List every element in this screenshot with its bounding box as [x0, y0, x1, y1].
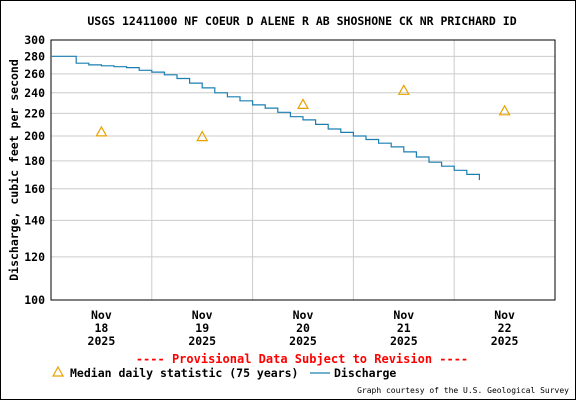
median-point-1 [196, 130, 209, 142]
x-tick-year-0: 2025 [88, 334, 116, 348]
y-tick-label-220: 220 [24, 106, 45, 120]
median-point-0 [95, 125, 108, 137]
grid-lines [51, 40, 555, 300]
x-axis-ticks: Nov182025Nov192025Nov202025Nov212025Nov2… [88, 308, 519, 348]
series-layer [51, 55, 511, 181]
y-tick-label-180: 180 [24, 154, 45, 168]
plot-area-border [50, 39, 556, 301]
x-tick-year-2: 2025 [289, 334, 317, 348]
median-point-4 [498, 104, 511, 116]
median-point-2 [296, 98, 310, 110]
x-tick-year-1: 2025 [188, 334, 216, 348]
x-tick-day-2: 20 [296, 321, 310, 335]
y-tick-label-300: 300 [24, 33, 45, 47]
y-tick-label-260: 260 [24, 67, 45, 81]
y-tick-label-140: 140 [24, 213, 45, 227]
x-tick-day-0: 18 [94, 321, 108, 335]
y-axis-label: Discharge, cubic feet per second [7, 59, 21, 281]
x-tick-month-4: Nov [494, 308, 515, 322]
y-tick-label-200: 200 [24, 129, 45, 143]
y-tick-label-240: 240 [24, 86, 45, 100]
discharge-line [51, 55, 480, 181]
y-axis-ticks: 100 120 140 160 180 200 220 240 260 280 300 [24, 33, 45, 307]
median-point-3 [397, 84, 410, 95]
legend-median-label: Median daily statistic (75 years) [70, 366, 298, 380]
legend-discharge-label: Discharge [334, 366, 396, 380]
chart-title: USGS 12411000 NF COEUR D ALENE R AB SHOS… [87, 14, 516, 28]
x-tick-day-4: 22 [498, 321, 512, 335]
y-tick-label-160: 160 [24, 182, 45, 196]
provisional-note: ---- Provisional Data Subject to Revisio… [136, 352, 468, 366]
x-tick-month-3: Nov [393, 308, 414, 322]
graph-credit: Graph courtesy of the U.S. Geological Su… [357, 386, 569, 395]
x-tick-month-2: Nov [293, 308, 314, 322]
x-tick-year-3: 2025 [390, 334, 418, 348]
y-tick-label-280: 280 [24, 49, 45, 63]
legend-median-marker [51, 365, 65, 377]
y-tick-label-120: 120 [24, 250, 45, 264]
legend: Median daily statistic (75 years) Discha… [51, 365, 396, 380]
x-tick-month-1: Nov [192, 308, 213, 322]
x-tick-month-0: Nov [91, 308, 112, 322]
x-tick-year-4: 2025 [491, 334, 519, 348]
y-tick-label-100: 100 [24, 293, 45, 307]
x-tick-day-1: 19 [195, 321, 209, 335]
x-tick-day-3: 21 [397, 321, 411, 335]
